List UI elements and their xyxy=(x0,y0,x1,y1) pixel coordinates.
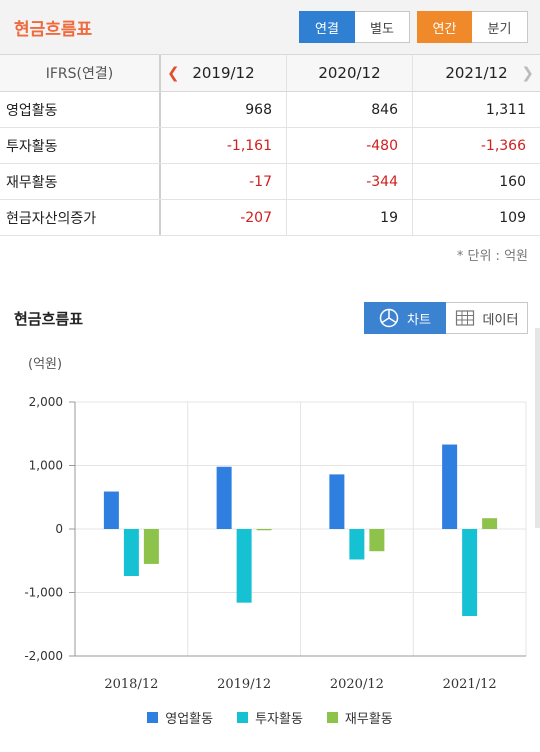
table-cell: 1,311 xyxy=(485,101,526,118)
bar-재무활동 xyxy=(256,529,272,531)
bar-영업활동 xyxy=(442,444,458,529)
table-cell: -17 xyxy=(161,164,287,199)
x-tick-label: 2018/12 xyxy=(104,677,158,692)
table-cell: -1,161 xyxy=(161,128,287,163)
legend-item[interactable]: 영업활동 xyxy=(147,708,213,727)
bar-투자활동 xyxy=(349,529,365,560)
x-tick-label: 2021/12 xyxy=(443,677,497,692)
consolidated-button[interactable]: 연결 xyxy=(299,11,355,43)
period-header: 2020/12 xyxy=(287,55,413,91)
chart-view-label: 차트 xyxy=(407,312,431,328)
y-tick-label: -1,000 xyxy=(24,586,63,600)
period-header: 2021/12 ❯ xyxy=(413,55,540,91)
legend-item[interactable]: 투자활동 xyxy=(237,708,303,727)
unit-note: * 단위 : 억원 xyxy=(456,249,528,264)
legend-swatch xyxy=(147,712,159,723)
quarterly-button[interactable]: 분기 xyxy=(472,11,528,43)
ifrs-label: IFRS(연결) xyxy=(0,55,161,91)
x-tick-label: 2019/12 xyxy=(217,677,271,692)
chevron-right-icon[interactable]: ❯ xyxy=(521,64,534,82)
row-label: 재무활동 xyxy=(0,164,161,199)
row-label: 현금자산의증가 xyxy=(0,200,161,235)
data-view-button[interactable]: 데이터 xyxy=(446,302,528,334)
table-cell: 846 xyxy=(287,92,413,127)
bar-투자활동 xyxy=(236,529,252,603)
table-icon xyxy=(455,308,475,328)
period-label: 2021/12 xyxy=(445,64,508,82)
period-toggle: 연간 분기 xyxy=(417,11,528,43)
bar-재무활동 xyxy=(143,529,159,564)
period-label: 2020/12 xyxy=(318,64,381,82)
separate-button[interactable]: 별도 xyxy=(355,11,410,43)
y-tick-label: 0 xyxy=(55,522,63,536)
bar-투자활동 xyxy=(462,529,478,616)
table-cell: 19 xyxy=(287,200,413,235)
chart-legend: 영업활동 투자활동 재무활동 xyxy=(0,708,540,727)
table-cell: 160 xyxy=(499,173,526,190)
table-cell: -207 xyxy=(161,200,287,235)
legend-item[interactable]: 재무활동 xyxy=(326,708,393,727)
chart-view-button[interactable]: 차트 xyxy=(364,302,446,334)
period-label: 2019/12 xyxy=(192,64,255,82)
pie-chart-icon xyxy=(379,308,399,328)
table-header-row: IFRS(연결) ❮ 2019/12 2020/12 2021/12 ❯ xyxy=(0,54,540,92)
table-row: 영업활동 968 846 1,311 xyxy=(0,92,540,128)
bar-영업활동 xyxy=(103,491,119,529)
table-cell: -344 xyxy=(287,164,413,199)
y-tick-label: 2,000 xyxy=(29,395,63,409)
row-label: 투자활동 xyxy=(0,128,161,163)
bar-영업활동 xyxy=(216,466,232,529)
bar-재무활동 xyxy=(482,518,498,529)
cashflow-bar-chart: (억원) 2,000 1,000 0 -1,000 -2,000 2018/12 2019/1… xyxy=(24,357,527,692)
table-cell: -1,366 xyxy=(480,137,526,154)
y-tick-label: 1,000 xyxy=(29,459,63,473)
bar-재무활동 xyxy=(369,529,385,552)
bar-투자활동 xyxy=(123,529,139,576)
legend-label: 재무활동 xyxy=(344,712,393,727)
annual-button[interactable]: 연간 xyxy=(417,11,472,43)
table-cell: -480 xyxy=(287,128,413,163)
cashflow-table: IFRS(연결) ❮ 2019/12 2020/12 2021/12 ❯ 영업활… xyxy=(0,54,540,236)
row-label: 영업활동 xyxy=(0,92,161,127)
table-row: 현금자산의증가 -207 19 109 xyxy=(0,200,540,236)
legend-swatch xyxy=(237,712,249,723)
x-tick-label: 2020/12 xyxy=(330,677,384,692)
table-row: 재무활동 -17 -344 160 xyxy=(0,164,540,200)
legend-label: 영업활동 xyxy=(165,712,214,727)
table-cell: 109 xyxy=(499,209,526,226)
data-view-label: 데이터 xyxy=(482,312,519,328)
legend-label: 투자활동 xyxy=(255,712,303,727)
table-cell: 968 xyxy=(161,92,287,127)
chevron-left-icon[interactable]: ❮ xyxy=(167,64,180,82)
consolidation-toggle: 연결 별도 xyxy=(299,11,410,43)
y-tick-label: -2,000 xyxy=(24,649,63,663)
scrollbar[interactable] xyxy=(535,328,540,528)
bar-영업활동 xyxy=(329,474,345,529)
header-bar: 현금흐름표 연결 별도 연간 분기 xyxy=(0,0,540,54)
table-row: 투자활동 -1,161 -480 -1,366 xyxy=(0,128,540,164)
y-axis-label: (억원) xyxy=(28,357,62,372)
page-title: 현금흐름표 xyxy=(14,20,93,40)
period-header: ❮ 2019/12 xyxy=(161,55,287,91)
view-toggle: 차트 데이터 xyxy=(364,302,528,334)
legend-swatch xyxy=(326,712,338,723)
chart-section-title: 현금흐름표 xyxy=(14,310,84,328)
